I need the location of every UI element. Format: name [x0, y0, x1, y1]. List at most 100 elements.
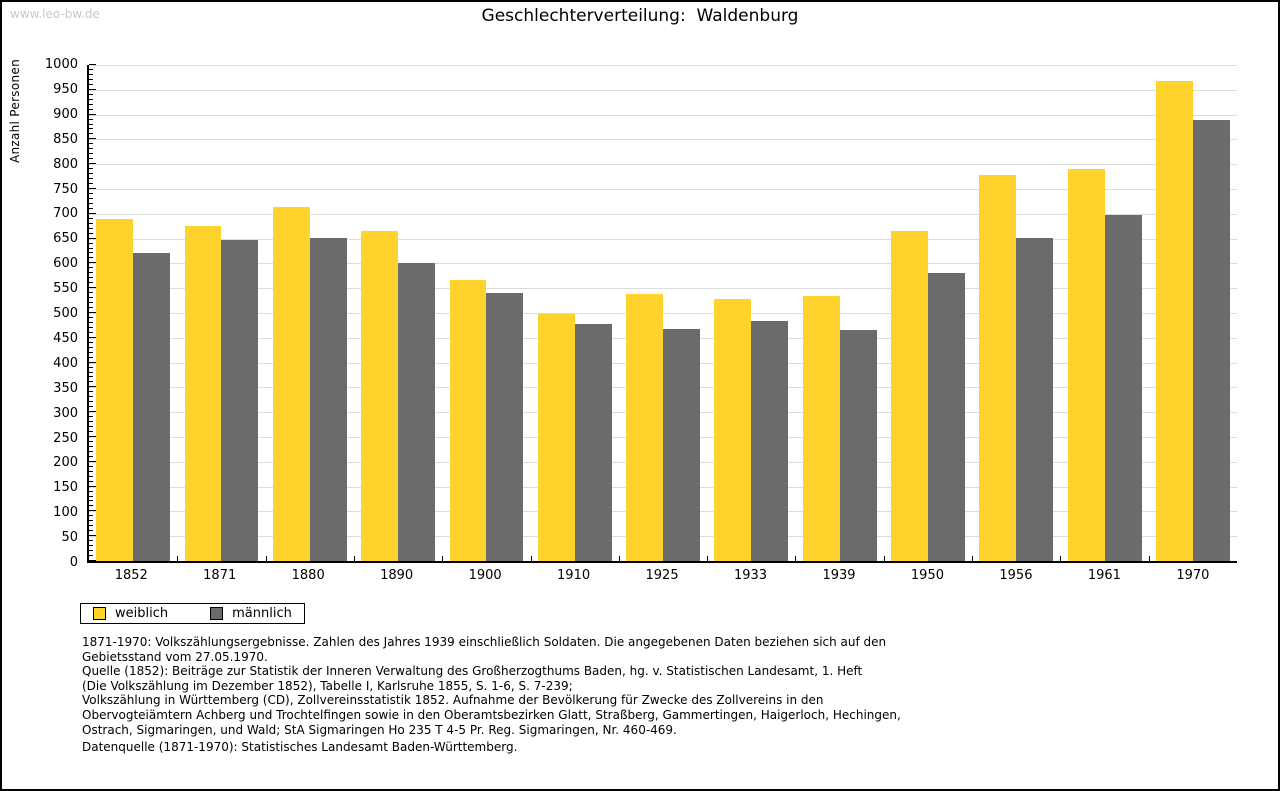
bar-weiblich-1933	[714, 299, 752, 561]
y-minor-tick	[89, 550, 93, 552]
bar-group-1871	[177, 65, 265, 561]
bar-weiblich-1925	[626, 293, 664, 561]
y-minor-tick	[89, 307, 93, 309]
gridline	[89, 238, 1237, 240]
legend-item-maennlich: männlich	[210, 606, 292, 621]
bar-group-1880	[266, 65, 354, 561]
x-boundary-tick	[1060, 556, 1062, 561]
y-minor-tick	[89, 247, 93, 249]
y-minor-tick	[89, 540, 93, 542]
y-minor-tick	[89, 530, 93, 532]
footnote-line: Obervogteiämtern Achberg und Trochtelfin…	[82, 707, 901, 722]
y-minor-tick	[89, 426, 93, 428]
legend-swatch-maennlich	[210, 607, 224, 620]
y-minor-tick	[89, 197, 93, 199]
y-minor-tick	[89, 192, 93, 194]
y-minor-tick	[89, 277, 93, 279]
y-minor-tick	[89, 158, 93, 160]
y-minor-tick	[89, 227, 93, 229]
x-tick-label: 1939	[822, 568, 856, 583]
gridline	[89, 65, 1237, 66]
bar-group-1890	[354, 65, 442, 561]
y-minor-tick	[89, 133, 93, 135]
bar-weiblich-1956	[979, 174, 1017, 561]
bar-group-1933	[707, 65, 795, 561]
bar-männlich-1933	[751, 320, 789, 561]
y-minor-tick	[89, 376, 93, 378]
x-tick-label: 1890	[380, 568, 414, 583]
gridline	[89, 213, 1237, 215]
y-minor-tick	[89, 83, 93, 85]
y-minor-tick	[89, 93, 93, 95]
y-minor-tick	[89, 470, 93, 472]
y-tick-label: 300	[53, 405, 78, 421]
bar-männlich-1970	[1192, 120, 1230, 561]
y-axis-label: Anzahl Personen	[8, 59, 22, 164]
bar-weiblich-1939	[802, 295, 840, 561]
bar-weiblich-1910	[537, 314, 575, 561]
y-tick-label: 650	[53, 231, 78, 247]
y-major-tick	[89, 460, 96, 462]
y-minor-tick	[89, 321, 93, 323]
y-minor-tick	[89, 366, 93, 368]
y-minor-tick	[89, 515, 93, 517]
x-tick-label: 1880	[291, 568, 325, 583]
y-minor-tick	[89, 123, 93, 125]
y-tick-label: 1000	[44, 57, 78, 72]
x-tick-label: 1970	[1176, 568, 1210, 583]
y-minor-tick	[89, 396, 93, 398]
x-axis-tick-labels: 1852 1871 1880 1890 1900 1910 1925 1933 1939 1950…	[87, 568, 1237, 583]
y-minor-tick	[89, 217, 93, 219]
y-tick-label: 50	[61, 530, 78, 546]
y-minor-tick	[89, 475, 93, 477]
y-minor-tick	[89, 555, 93, 557]
bar-group-1956	[972, 65, 1060, 561]
y-major-tick	[89, 336, 96, 338]
bar-group-1852	[89, 65, 177, 561]
y-minor-tick	[89, 356, 93, 358]
y-minor-tick	[89, 128, 93, 130]
bar-group-1961	[1060, 65, 1148, 561]
y-minor-tick	[89, 98, 93, 100]
bar-männlich-1956	[1016, 237, 1054, 561]
y-major-tick	[89, 361, 96, 363]
y-tick-label: 150	[53, 480, 78, 496]
y-minor-tick	[89, 183, 93, 185]
y-major-tick	[89, 560, 96, 561]
y-tick-label: 250	[53, 430, 78, 446]
bar-männlich-1961	[1104, 214, 1142, 561]
watermark-text: www.leo-bw.de	[10, 7, 100, 21]
y-minor-tick	[89, 202, 93, 204]
bar-männlich-1910	[574, 323, 612, 561]
y-minor-tick	[89, 545, 93, 547]
y-minor-tick	[89, 148, 93, 150]
footnote-line: (Die Volkszählung im Dezember 1852), Tab…	[82, 678, 573, 693]
x-boundary-tick	[265, 556, 267, 561]
y-minor-tick	[89, 465, 93, 467]
y-tick-label: 800	[53, 156, 78, 172]
y-major-tick	[89, 212, 96, 214]
plot-area	[87, 64, 1237, 563]
y-minor-tick	[89, 505, 93, 507]
bar-group-1950	[884, 65, 972, 561]
bar-männlich-1939	[839, 329, 877, 561]
bar-group-1970	[1149, 65, 1237, 561]
y-tick-label: 450	[53, 330, 78, 346]
x-boundary-tick	[795, 556, 797, 561]
y-minor-tick	[89, 222, 93, 224]
bar-männlich-1925	[663, 328, 700, 561]
gridline	[89, 189, 1237, 190]
y-minor-tick	[89, 440, 93, 442]
y-major-tick	[89, 64, 96, 65]
x-tick-label: 1961	[1087, 568, 1121, 583]
bar-männlich-1890	[398, 262, 435, 561]
x-boundary-tick	[883, 556, 885, 561]
y-minor-tick	[89, 401, 93, 403]
x-tick-label: 1933	[733, 568, 768, 583]
y-major-tick	[89, 535, 96, 537]
y-tick-label: 900	[53, 106, 78, 122]
y-minor-tick	[89, 257, 93, 259]
y-minor-tick	[89, 68, 93, 70]
y-major-tick	[89, 188, 96, 189]
x-tick-label: 1910	[557, 568, 591, 583]
